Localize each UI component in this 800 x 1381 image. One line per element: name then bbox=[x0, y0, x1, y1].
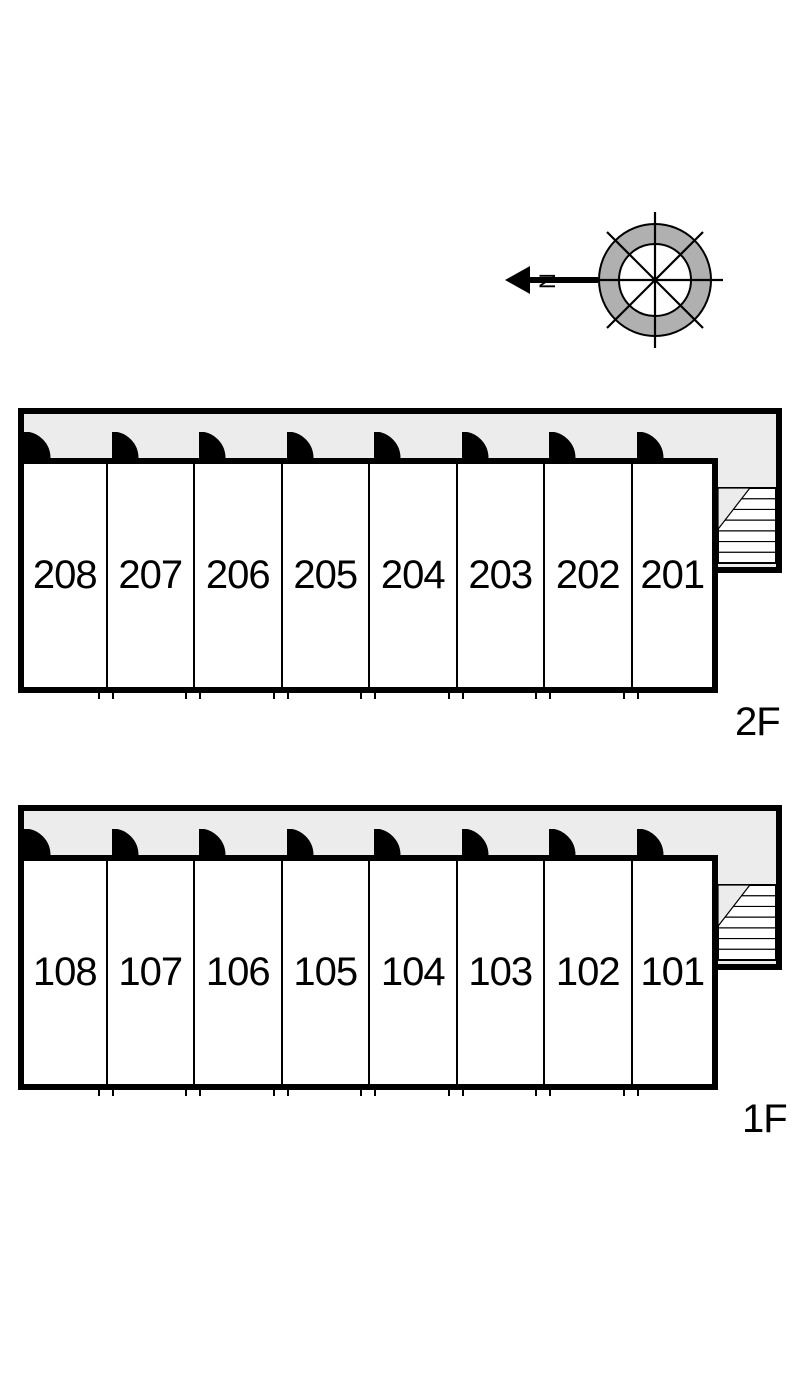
door-icon bbox=[637, 829, 665, 862]
balcony-tick bbox=[549, 1088, 551, 1096]
unit-label: 101 bbox=[640, 950, 704, 995]
unit-102: 102 bbox=[543, 855, 631, 1090]
unit-label: 108 bbox=[33, 950, 97, 995]
unit-107: 107 bbox=[106, 855, 194, 1090]
stairs-icon bbox=[718, 855, 782, 975]
unit-106: 106 bbox=[193, 855, 281, 1090]
balcony-tick bbox=[98, 1088, 100, 1096]
balcony-tick bbox=[535, 1088, 537, 1096]
balcony-tick bbox=[448, 1088, 450, 1096]
unit-label: 104 bbox=[381, 950, 445, 995]
unit-label: 106 bbox=[206, 950, 270, 995]
unit-label: 103 bbox=[468, 950, 532, 995]
floor-1F: 108 107 106 105 104 103 102 101 1F bbox=[0, 0, 800, 1381]
balcony-tick bbox=[185, 1088, 187, 1096]
floorplan-canvas: N 208 207 206 205 204 203 202 201 2F108 … bbox=[0, 0, 800, 1381]
balcony-tick bbox=[637, 1088, 639, 1096]
door-icon bbox=[374, 829, 402, 862]
balcony-tick bbox=[462, 1088, 464, 1096]
balcony-tick bbox=[374, 1088, 376, 1096]
unit-label: 105 bbox=[293, 950, 357, 995]
balcony-tick bbox=[112, 1088, 114, 1096]
unit-label: 107 bbox=[118, 950, 182, 995]
door-icon bbox=[287, 829, 315, 862]
balcony-tick bbox=[623, 1088, 625, 1096]
door-icon bbox=[112, 829, 140, 862]
floor-label: 1F bbox=[742, 1097, 787, 1142]
door-icon bbox=[549, 829, 577, 862]
unit-108: 108 bbox=[18, 855, 106, 1090]
door-icon bbox=[24, 829, 52, 862]
unit-103: 103 bbox=[456, 855, 544, 1090]
door-icon bbox=[462, 829, 490, 862]
unit-105: 105 bbox=[281, 855, 369, 1090]
balcony-tick bbox=[199, 1088, 201, 1096]
balcony-tick bbox=[273, 1088, 275, 1096]
door-icon bbox=[199, 829, 227, 862]
unit-104: 104 bbox=[368, 855, 456, 1090]
unit-101: 101 bbox=[631, 855, 719, 1090]
unit-label: 102 bbox=[556, 950, 620, 995]
balcony-tick bbox=[287, 1088, 289, 1096]
balcony-tick bbox=[360, 1088, 362, 1096]
